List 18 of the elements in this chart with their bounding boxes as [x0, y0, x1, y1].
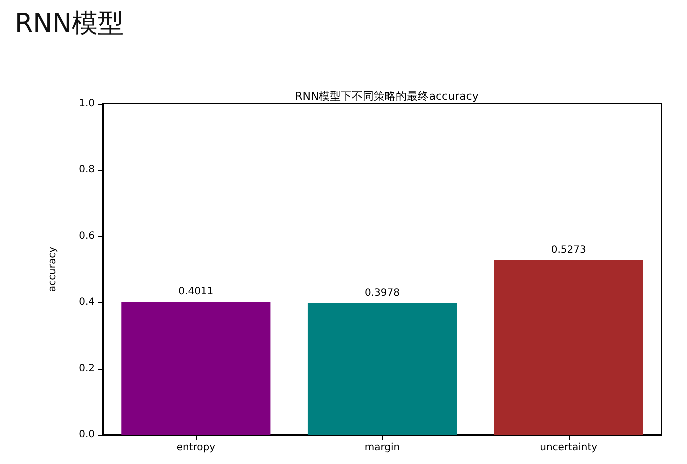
x-tick-label: margin — [364, 442, 400, 454]
y-tick-label: 0.4 — [79, 297, 95, 308]
data-label: 0.4011 — [178, 286, 214, 298]
chart-title: RNN模型 — [15, 9, 124, 39]
y-tick-label: 0.6 — [79, 230, 95, 242]
bar — [494, 260, 644, 435]
bar — [122, 302, 271, 435]
y-tick-label: 0.0 — [79, 430, 95, 440]
y-tick-label: 0.8 — [79, 164, 95, 176]
y-axis-title: accuracy — [48, 246, 58, 292]
chart-subtitle: RNN模型下不同策略的最终accuracy — [295, 90, 480, 103]
y-tick-label: 1.0 — [79, 98, 95, 110]
data-label: 0.3978 — [365, 288, 400, 299]
x-tick-label: entropy — [176, 442, 216, 454]
data-label: 0.5273 — [551, 244, 586, 256]
x-tick-label: uncertainty — [540, 442, 598, 454]
bar — [308, 303, 458, 435]
y-tick-label: 0.2 — [79, 363, 95, 374]
